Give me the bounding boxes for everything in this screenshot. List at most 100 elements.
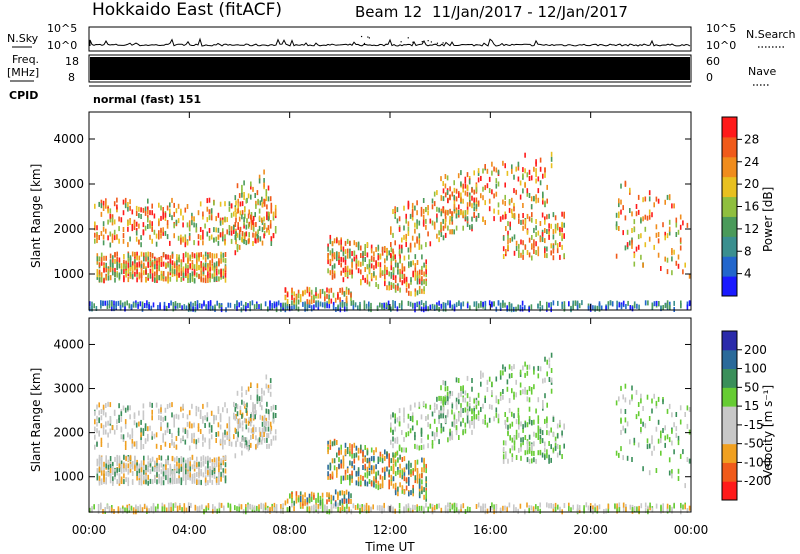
scatter-cell [147,474,149,480]
scatter-cell [267,507,269,513]
scatter-cell [453,421,455,426]
scatter-cell [468,179,471,185]
scatter-cell [118,216,120,222]
scatter-cell [436,427,438,433]
freq-tick-top: 18 [65,55,79,68]
scatter-cell [236,436,239,442]
scatter-cell [539,300,541,306]
scatter-cell [352,300,355,306]
x-tick-label: 20:00 [573,523,608,537]
scatter-cell [411,417,414,423]
scatter-cell [544,248,546,253]
scatter-cell [127,206,129,212]
scatter-cell [313,504,315,510]
scatter-cell [136,271,138,277]
scatter-cell [308,287,311,293]
scatter-cell [178,257,180,263]
scatter-cell [131,270,134,276]
scatter-cell [206,416,209,422]
scatter-cell [642,216,644,222]
scatter-cell [98,431,100,437]
scatter-cell [455,418,458,424]
scatter-cell [438,439,440,445]
scatter-cell [162,417,164,423]
scatter-cell [455,188,458,194]
scatter-cell [533,243,535,249]
scatter-cell [662,399,664,405]
scatter-cell [222,444,224,450]
scatter-cell [552,416,555,422]
scatter-cell [136,277,138,283]
scatter-cell [438,300,440,306]
scatter-cell [113,235,116,241]
scatter-cell [328,299,330,305]
scatter-cell [526,364,529,370]
scatter-cell [222,252,225,258]
scatter-cell [357,447,360,453]
scatter-cell [513,435,516,441]
scatter-cell [116,204,118,210]
scatter-cell [134,455,136,461]
scatter-cell [559,422,561,428]
scatter-cell [362,251,364,256]
scatter-cell [196,263,198,269]
scatter-cell [370,447,373,453]
scatter-cell [622,394,624,400]
scatter-cell [427,506,429,512]
scatter-cell [138,261,141,267]
scatter-cell [521,306,524,312]
scatter-cell [531,420,533,426]
scatter-cell [397,262,399,268]
scatter-cell [660,266,662,271]
scatter-cell [120,266,123,272]
scatter-cell [531,255,533,261]
scatter-cell [118,257,121,263]
scatter-cell [401,457,404,462]
scatter-cell [215,227,217,233]
scatter-cell [462,225,464,231]
scatter-cell [438,306,440,312]
scatter-cell [211,459,214,465]
scatter-cell [286,299,289,304]
scatter-cell [191,212,193,218]
scatter-cell [388,285,390,291]
scatter-cell [201,504,203,510]
scatter-cell [475,204,478,210]
scatter-cell [124,301,126,307]
scatter-cell [499,374,502,380]
scatter-cell [436,305,438,311]
scatter-cell [129,262,132,267]
scatter-cell [401,248,403,254]
scatter-cell [327,464,329,470]
scatter-cell [357,455,360,461]
scatter-cell [537,506,539,511]
scatter-cell [660,450,662,456]
scatter-cell [423,467,425,473]
scatter-cell [140,444,142,450]
scatter-cell [161,506,164,512]
scatter-cell [262,507,265,513]
scatter-cell [217,406,220,412]
scatter-cell [644,300,647,306]
scatter-cell [173,202,175,208]
nsearch-dot [407,37,409,39]
scatter-cell [140,207,142,213]
scatter-cell [401,470,404,476]
scatter-cell [362,465,364,470]
scatter-cell [216,508,218,514]
scatter-cell [131,251,134,257]
scatter-cell [177,218,180,224]
scatter-cell [268,412,270,418]
scatter-cell [495,412,498,418]
scatter-cell [477,392,480,398]
scatter-cell [143,270,145,276]
scatter-cell [535,408,537,414]
scatter-cell [408,480,410,486]
scatter-cell [194,505,197,511]
scatter-cell [163,301,166,307]
scatter-cell [120,269,123,275]
scatter-cell [113,306,115,312]
scatter-cell [624,417,627,423]
scatter-cell [548,430,550,436]
scatter-cell [550,377,553,383]
